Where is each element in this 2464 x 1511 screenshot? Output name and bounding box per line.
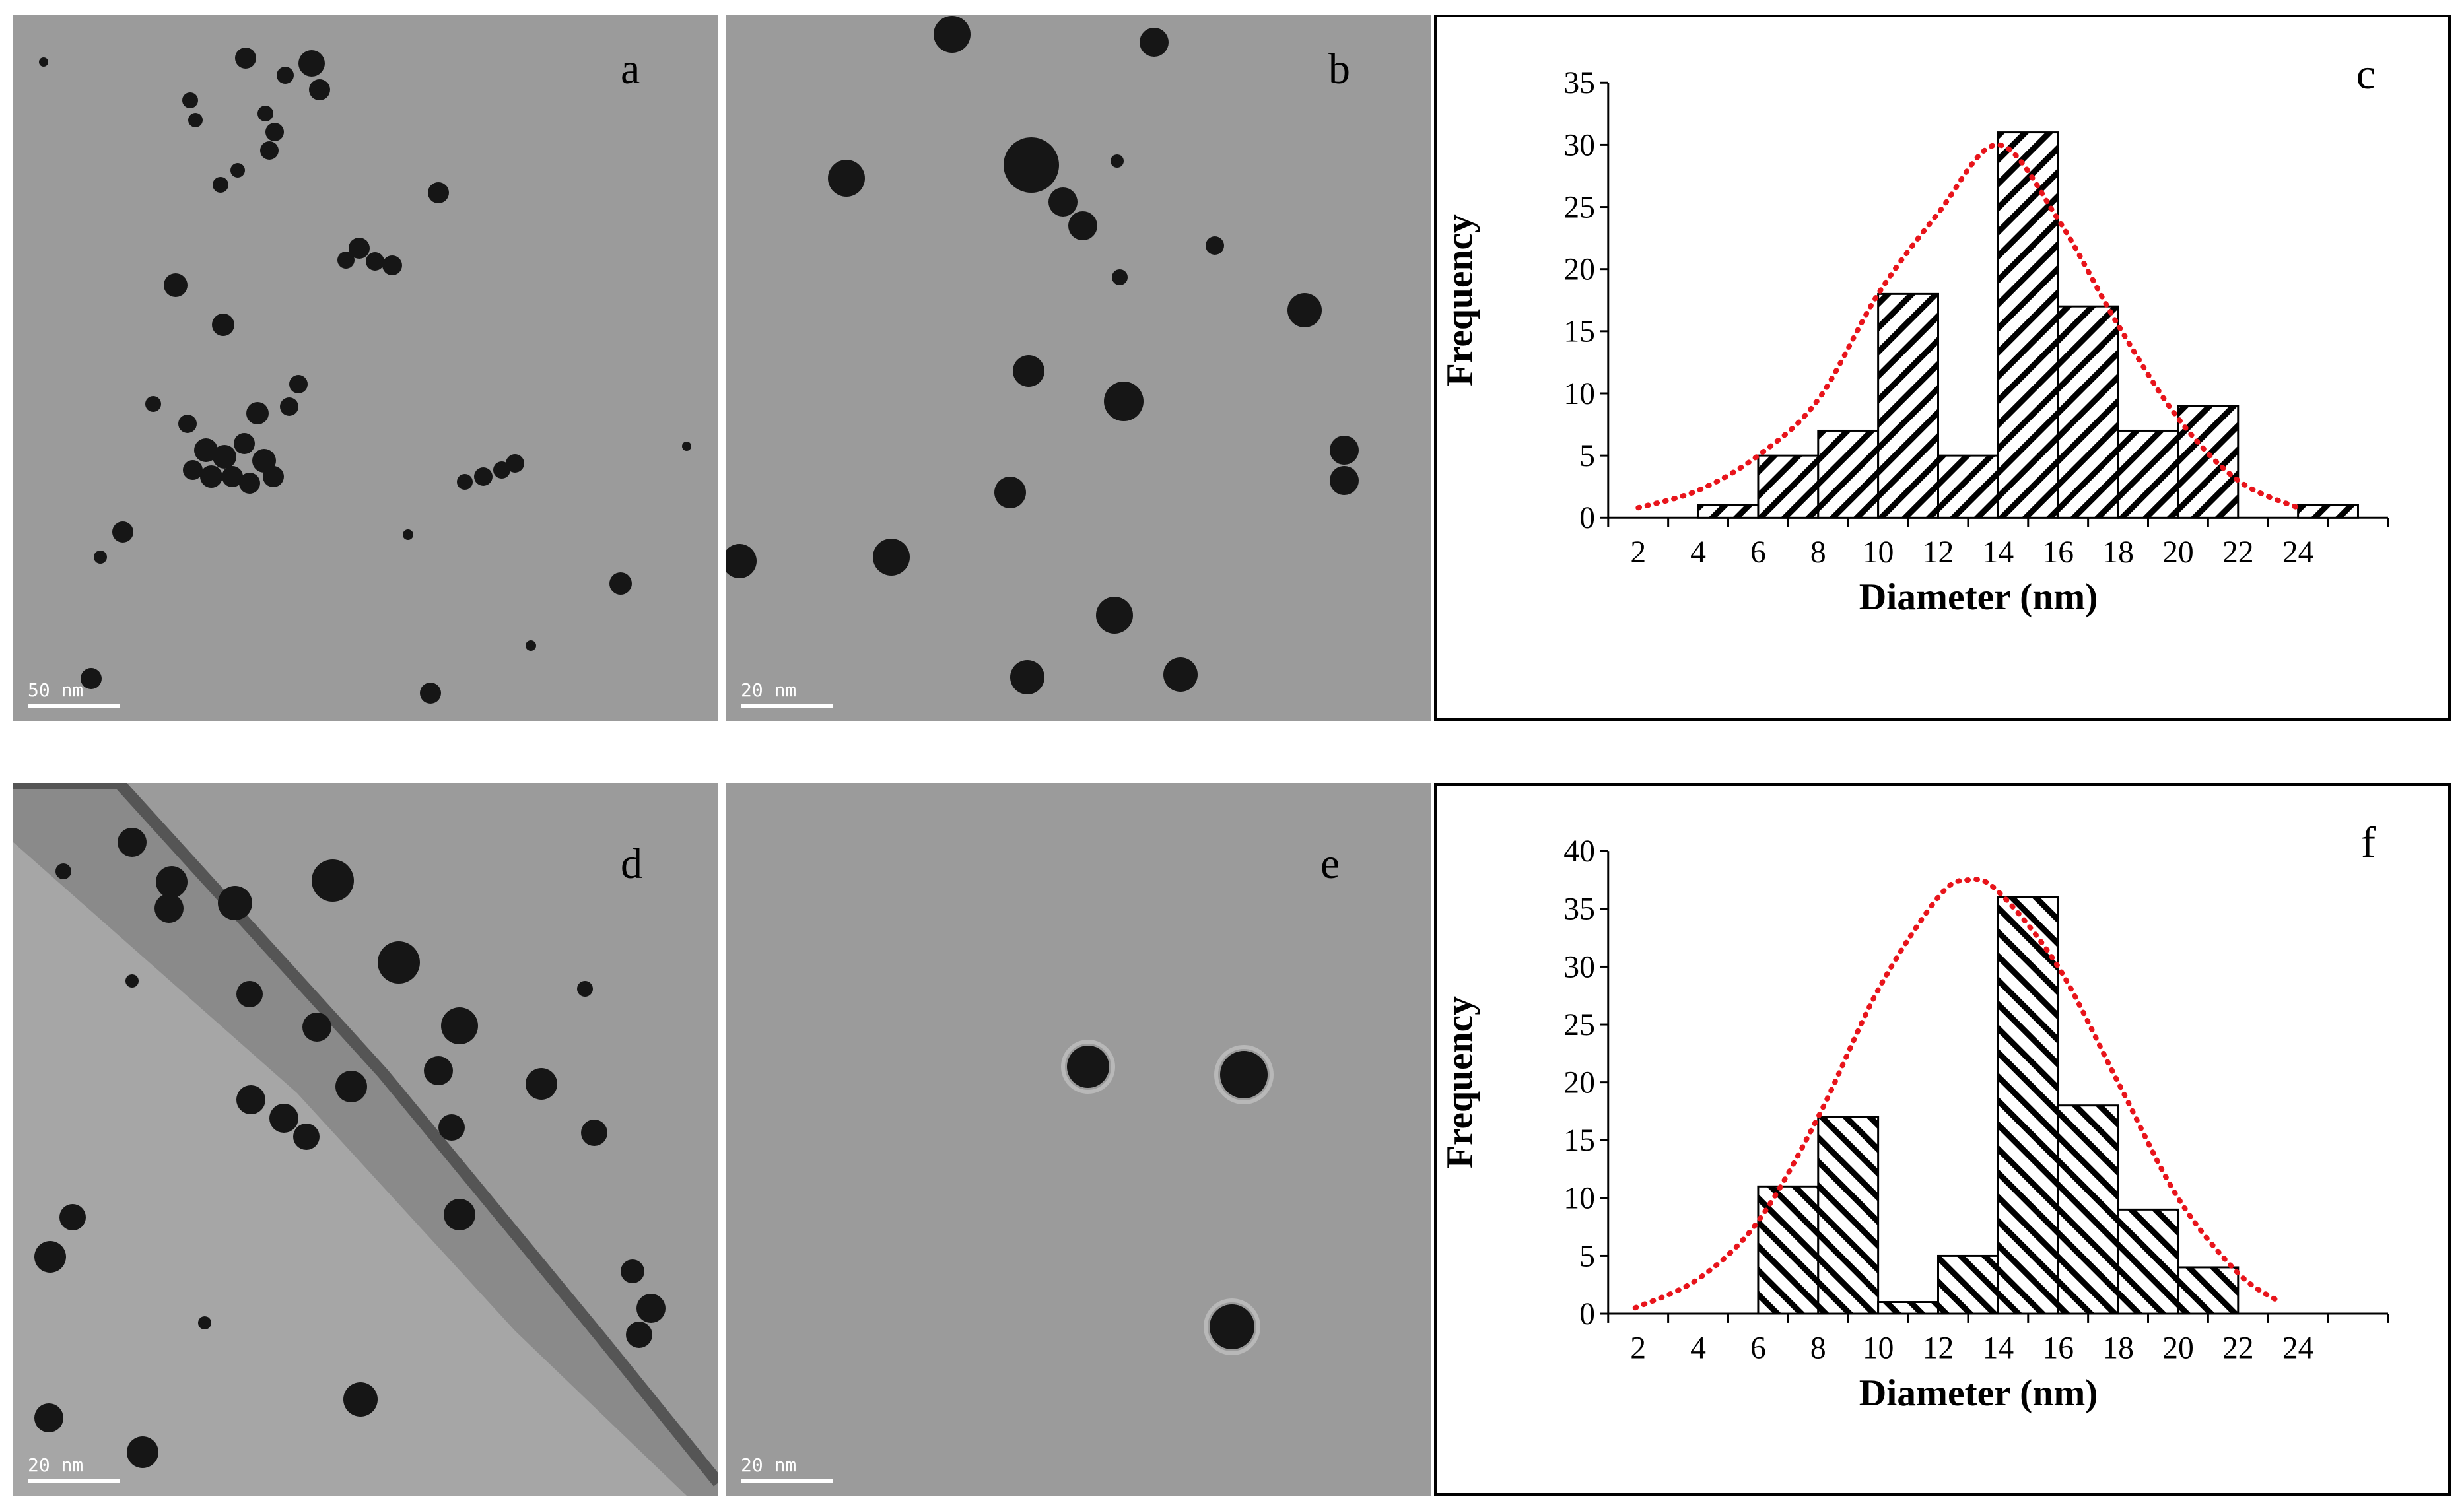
histogram-bar	[1757, 1185, 1820, 1315]
histogram-bar	[1757, 454, 1820, 519]
histogram-bar	[1817, 429, 1880, 519]
tem-image-d	[13, 783, 718, 1496]
y-tick-label: 10	[1563, 1182, 1595, 1216]
tem-panel-e: e 20 nm	[726, 783, 1431, 1496]
fit-curve	[1632, 877, 2283, 1311]
x-tick-label: 10	[1863, 1331, 1894, 1366]
scale-bar-e-text: 20 nm	[741, 1454, 797, 1476]
y-tick-label: 25	[1563, 1008, 1595, 1042]
y-tick-label: 35	[1563, 66, 1595, 100]
x-tick-label: 24	[2282, 535, 2314, 570]
x-tick-label: 24	[2282, 1331, 2314, 1366]
panel-label-c: c	[2356, 50, 2376, 98]
x-axis-title: Diameter (nm)	[1859, 576, 2098, 618]
y-tick-label: 40	[1563, 834, 1595, 869]
x-tick-label: 22	[2222, 535, 2254, 570]
histogram-bar	[2297, 504, 2359, 519]
x-tick-label: 16	[2042, 1331, 2074, 1366]
y-tick-label: 30	[1563, 950, 1595, 984]
histogram-bar	[2177, 1266, 2240, 1315]
x-tick-label: 8	[1810, 535, 1826, 570]
x-tick-label: 4	[1690, 1331, 1706, 1366]
scale-bar-d-line	[28, 1479, 120, 1483]
y-tick-label: 35	[1563, 892, 1595, 927]
panel-label-d: d	[621, 840, 642, 888]
scale-bar-e: 20 nm	[741, 1456, 833, 1483]
scale-bar-b-text: 20 nm	[741, 679, 797, 701]
x-tick-label: 10	[1863, 535, 1894, 570]
x-tick-label: 22	[2222, 1331, 2254, 1366]
panel-label-b: b	[1328, 45, 1350, 93]
x-tick-label: 2	[1630, 535, 1646, 570]
tem-panel-b: b 20 nm	[726, 15, 1431, 721]
scale-bar-a: 50 nm	[28, 681, 120, 708]
tem-image-b	[726, 16, 1359, 694]
histogram-bar	[1997, 131, 2059, 519]
x-tick-label: 6	[1750, 535, 1766, 570]
y-axis-title: Frequency	[1439, 996, 1480, 1168]
tem-panel-a: a 50 nm	[13, 15, 718, 721]
panel-label-f: f	[2361, 819, 2376, 867]
histogram-bar	[1937, 454, 1999, 519]
scale-bar-d-text: 20 nm	[28, 1454, 84, 1476]
scale-bar-a-line	[28, 704, 120, 708]
x-tick-label: 18	[2102, 1331, 2134, 1366]
histogram-bar	[1817, 1116, 1880, 1315]
x-tick-label: 2	[1630, 1331, 1646, 1366]
histogram-bar	[1877, 1301, 1939, 1315]
x-tick-label: 14	[1983, 1331, 2014, 1366]
x-tick-label: 14	[1983, 535, 2014, 570]
x-tick-label: 18	[2102, 535, 2134, 570]
tem-image-e	[1061, 1040, 1274, 1355]
y-tick-label: 0	[1579, 1297, 1595, 1331]
histogram-bar	[1697, 504, 1760, 519]
x-tick-label: 20	[2162, 535, 2194, 570]
y-tick-label: 25	[1563, 190, 1595, 224]
scale-bar-a-text: 50 nm	[28, 679, 84, 701]
x-tick-label: 8	[1810, 1331, 1826, 1366]
panel-label-e: e	[1320, 840, 1340, 888]
y-tick-label: 10	[1563, 377, 1595, 411]
x-tick-label: 12	[1923, 1331, 1954, 1366]
tem-panel-d: d 20 nm	[13, 783, 718, 1496]
fit-curve	[1635, 142, 2301, 511]
histogram-bar	[1997, 896, 2059, 1315]
histogram-bar	[2117, 1208, 2179, 1315]
histogram-bar	[1937, 1254, 1999, 1315]
histogram-bar	[2057, 1104, 2119, 1315]
x-tick-label: 12	[1923, 535, 1954, 570]
panel-label-a: a	[621, 45, 640, 93]
x-tick-label: 6	[1750, 1331, 1766, 1366]
y-axis-title: Frequency	[1439, 214, 1480, 386]
y-tick-label: 15	[1563, 315, 1595, 349]
y-tick-label: 20	[1563, 1066, 1595, 1100]
histogram-bar	[2117, 429, 2179, 519]
x-tick-label: 16	[2042, 535, 2074, 570]
y-tick-label: 15	[1563, 1124, 1595, 1158]
scale-bar-b: 20 nm	[741, 681, 833, 708]
scale-bar-e-line	[741, 1479, 833, 1483]
histogram-bar	[2057, 305, 2119, 519]
y-tick-label: 5	[1579, 1239, 1595, 1273]
scale-bar-b-line	[741, 704, 833, 708]
tem-image-a	[39, 48, 691, 704]
histogram-panel-c: 0 5 10 15 20 25 30 35 2 4 6 8 10 12 14 16 18 20 22 24 Diamet…	[1434, 15, 2451, 721]
histogram-bar	[1877, 292, 1939, 519]
y-tick-label: 20	[1563, 253, 1595, 287]
y-tick-label: 0	[1579, 501, 1595, 535]
x-tick-label: 20	[2162, 1331, 2194, 1366]
x-tick-label: 4	[1690, 535, 1706, 570]
histogram-panel-f: 0 5 10 15 20 25 30 35 40 2 4 6 8 10 12 14 16 18 20 22 24 Diam…	[1434, 783, 2451, 1496]
x-axis-title: Diameter (nm)	[1859, 1372, 2098, 1414]
y-tick-label: 30	[1563, 128, 1595, 162]
scale-bar-d: 20 nm	[28, 1456, 120, 1483]
y-tick-label: 5	[1579, 439, 1595, 473]
histogram-bar	[2177, 405, 2240, 519]
